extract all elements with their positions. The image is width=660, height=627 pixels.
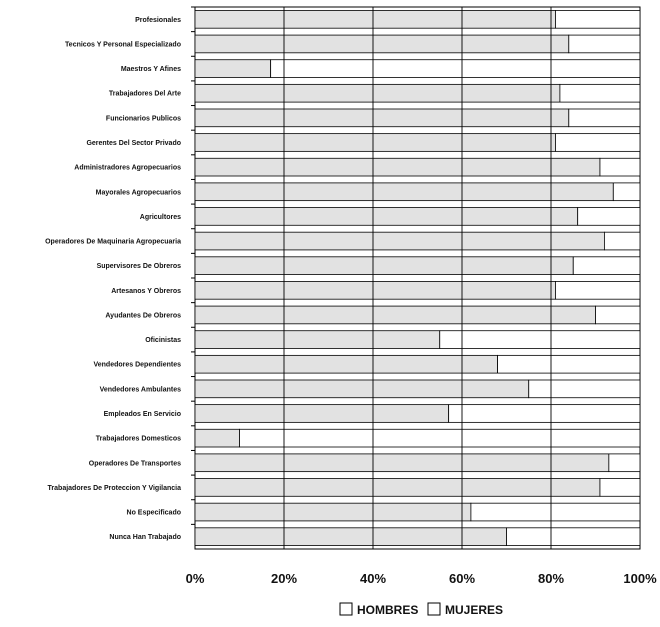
bar-hombres-1 — [194, 34, 570, 54]
category-label: Supervisores De Obreros — [97, 263, 182, 270]
bar-mujeres-8 — [577, 207, 641, 226]
bar-hombres-9 — [194, 231, 605, 251]
category-label: Trabajadores De Proteccion Y Vigilancia — [48, 485, 182, 492]
bar-mujeres-2 — [270, 59, 641, 78]
bar-hombres-18 — [194, 453, 610, 473]
category-label: Oficinistas — [145, 337, 181, 344]
bar-hombres-12 — [194, 305, 596, 325]
bar-hombres-14 — [194, 354, 499, 374]
x-tick-label: 80% — [538, 571, 564, 586]
category-label: Ayudantes De Obreros — [105, 312, 181, 319]
category-label: Nunca Han Trabajado — [109, 534, 181, 541]
x-tick-label: 60% — [449, 571, 475, 586]
bar-hombres-5 — [194, 133, 556, 152]
bar-hombres-2 — [194, 59, 272, 78]
category-label: Trabajadores Domesticos — [96, 436, 181, 443]
bar-hombres-4 — [194, 108, 570, 128]
category-label: Gerentes Del Sector Privado — [86, 140, 181, 147]
bar-mujeres-15 — [528, 379, 641, 399]
legend-swatch-mujeres — [427, 602, 441, 616]
bar-hombres-11 — [194, 281, 556, 300]
category-label: No Especificado — [127, 510, 181, 517]
category-label: Trabajadores Del Arte — [109, 91, 181, 98]
legend-swatch-hombres — [339, 602, 353, 616]
bar-mujeres-21 — [506, 527, 641, 546]
bar-mujeres-10 — [572, 256, 641, 275]
bar-hombres-3 — [194, 83, 561, 103]
bar-mujeres-6 — [599, 157, 641, 177]
bar-mujeres-12 — [595, 305, 641, 325]
category-label: Tecnicos Y Personal Especializado — [65, 41, 181, 48]
category-label: Empleados En Servicio — [104, 411, 181, 418]
bar-hombres-19 — [194, 478, 601, 497]
bar-mujeres-7 — [612, 182, 641, 202]
bar-mujeres-13 — [439, 330, 641, 349]
category-label: Funcionarios Publicos — [106, 115, 181, 122]
bar-hombres-6 — [194, 157, 601, 177]
legend-label-mujeres: MUJERES — [445, 603, 503, 617]
bar-mujeres-11 — [555, 281, 641, 300]
bar-hombres-16 — [194, 404, 450, 423]
bar-mujeres-3 — [559, 83, 641, 103]
bar-mujeres-4 — [568, 108, 641, 128]
bar-mujeres-0 — [555, 10, 641, 29]
bar-hombres-13 — [194, 330, 441, 349]
bar-hombres-0 — [194, 10, 556, 29]
category-label: Administradores Agropecuarios — [74, 165, 181, 172]
category-label: Profesionales — [135, 17, 181, 24]
bar-mujeres-19 — [599, 478, 641, 497]
category-label: Agricultores — [140, 214, 181, 221]
bar-mujeres-17 — [239, 428, 641, 448]
x-tick-label: 40% — [360, 571, 386, 586]
bar-hombres-20 — [194, 502, 472, 522]
bar-mujeres-1 — [568, 34, 641, 54]
bar-mujeres-9 — [604, 231, 641, 251]
category-label: Vendedores Ambulantes — [100, 386, 182, 393]
bar-mujeres-14 — [497, 354, 641, 374]
bar-hombres-8 — [194, 207, 579, 226]
legend-label-hombres: HOMBRES — [357, 603, 418, 617]
bar-hombres-21 — [194, 527, 507, 546]
bar-hombres-17 — [194, 428, 240, 448]
bar-mujeres-20 — [470, 502, 641, 522]
bar-mujeres-5 — [555, 133, 641, 152]
category-label: Operadores De Transportes — [89, 460, 181, 467]
category-label: Artesanos Y Obreros — [111, 288, 181, 295]
category-label: Mayorales Agropecuarios — [96, 189, 181, 196]
category-label: Operadores De Maquinaria Agropecuaria — [45, 239, 181, 246]
category-label: Vendedores Dependientes — [93, 362, 181, 369]
bar-mujeres-16 — [448, 404, 641, 423]
bar-mujeres-18 — [608, 453, 641, 473]
x-tick-label: 20% — [271, 571, 297, 586]
bar-hombres-15 — [194, 379, 530, 399]
bar-hombres-10 — [194, 256, 574, 275]
x-tick-label: 0% — [186, 571, 205, 586]
category-label: Maestros Y Afines — [121, 66, 181, 73]
x-tick-label: 100% — [623, 571, 657, 586]
